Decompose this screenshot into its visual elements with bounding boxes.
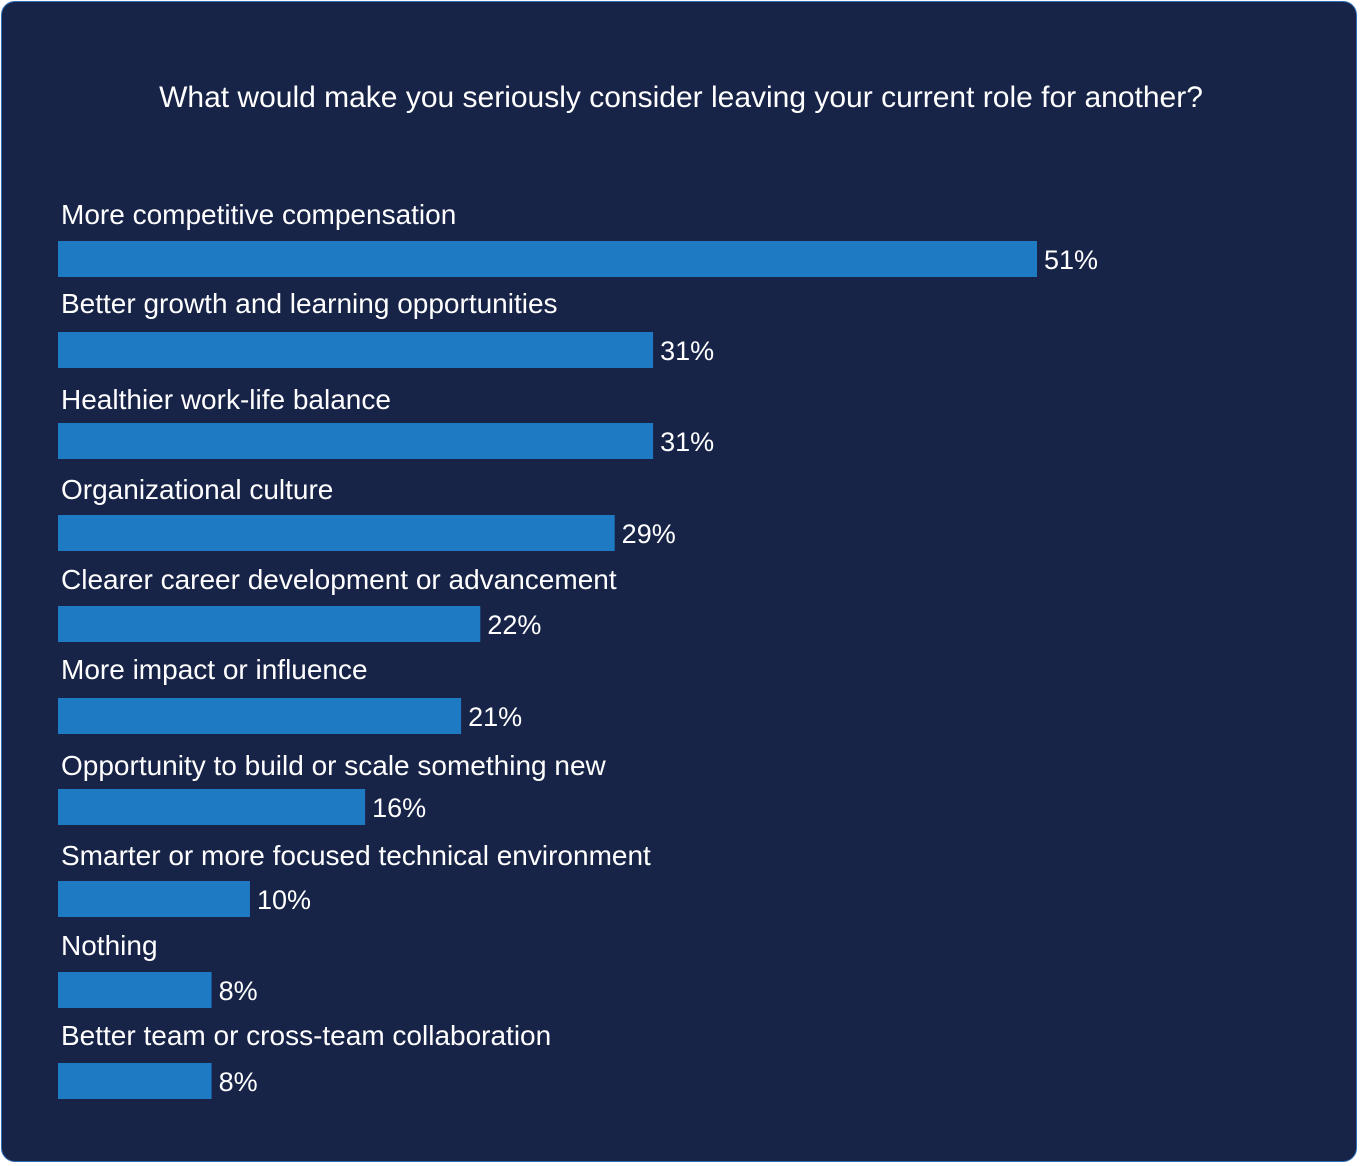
value-label: 10% (257, 885, 311, 915)
value-label: 8% (219, 976, 258, 1006)
bar (58, 1063, 212, 1099)
bar (58, 423, 654, 459)
bar (58, 606, 481, 642)
value-label: 8% (219, 1067, 258, 1097)
bar (58, 972, 212, 1008)
category-label: Smarter or more focused technical enviro… (61, 840, 651, 871)
bar (58, 698, 462, 734)
value-label: 51% (1044, 245, 1098, 275)
value-label: 21% (468, 702, 522, 732)
bar (58, 789, 366, 825)
value-label: 22% (487, 610, 541, 640)
category-label: Organizational culture (61, 474, 333, 505)
category-label: Healthier work-life balance (61, 384, 391, 415)
category-label: Nothing (61, 930, 158, 961)
bar (58, 881, 250, 917)
value-label: 31% (660, 336, 714, 366)
category-label: More impact or influence (61, 654, 368, 685)
chart-title: What would make you seriously consider l… (159, 81, 1203, 114)
value-label: 29% (622, 519, 676, 549)
bar (58, 515, 615, 551)
category-label: Better team or cross-team collaboration (61, 1020, 551, 1051)
category-label: Better growth and learning opportunities (61, 288, 558, 319)
value-label: 16% (372, 793, 426, 823)
category-label: Opportunity to build or scale something … (61, 750, 607, 781)
value-label: 31% (660, 427, 714, 457)
bar (58, 332, 654, 368)
category-label: Clearer career development or advancemen… (61, 564, 617, 595)
category-label: More competitive compensation (61, 199, 456, 230)
bar (58, 241, 1037, 277)
